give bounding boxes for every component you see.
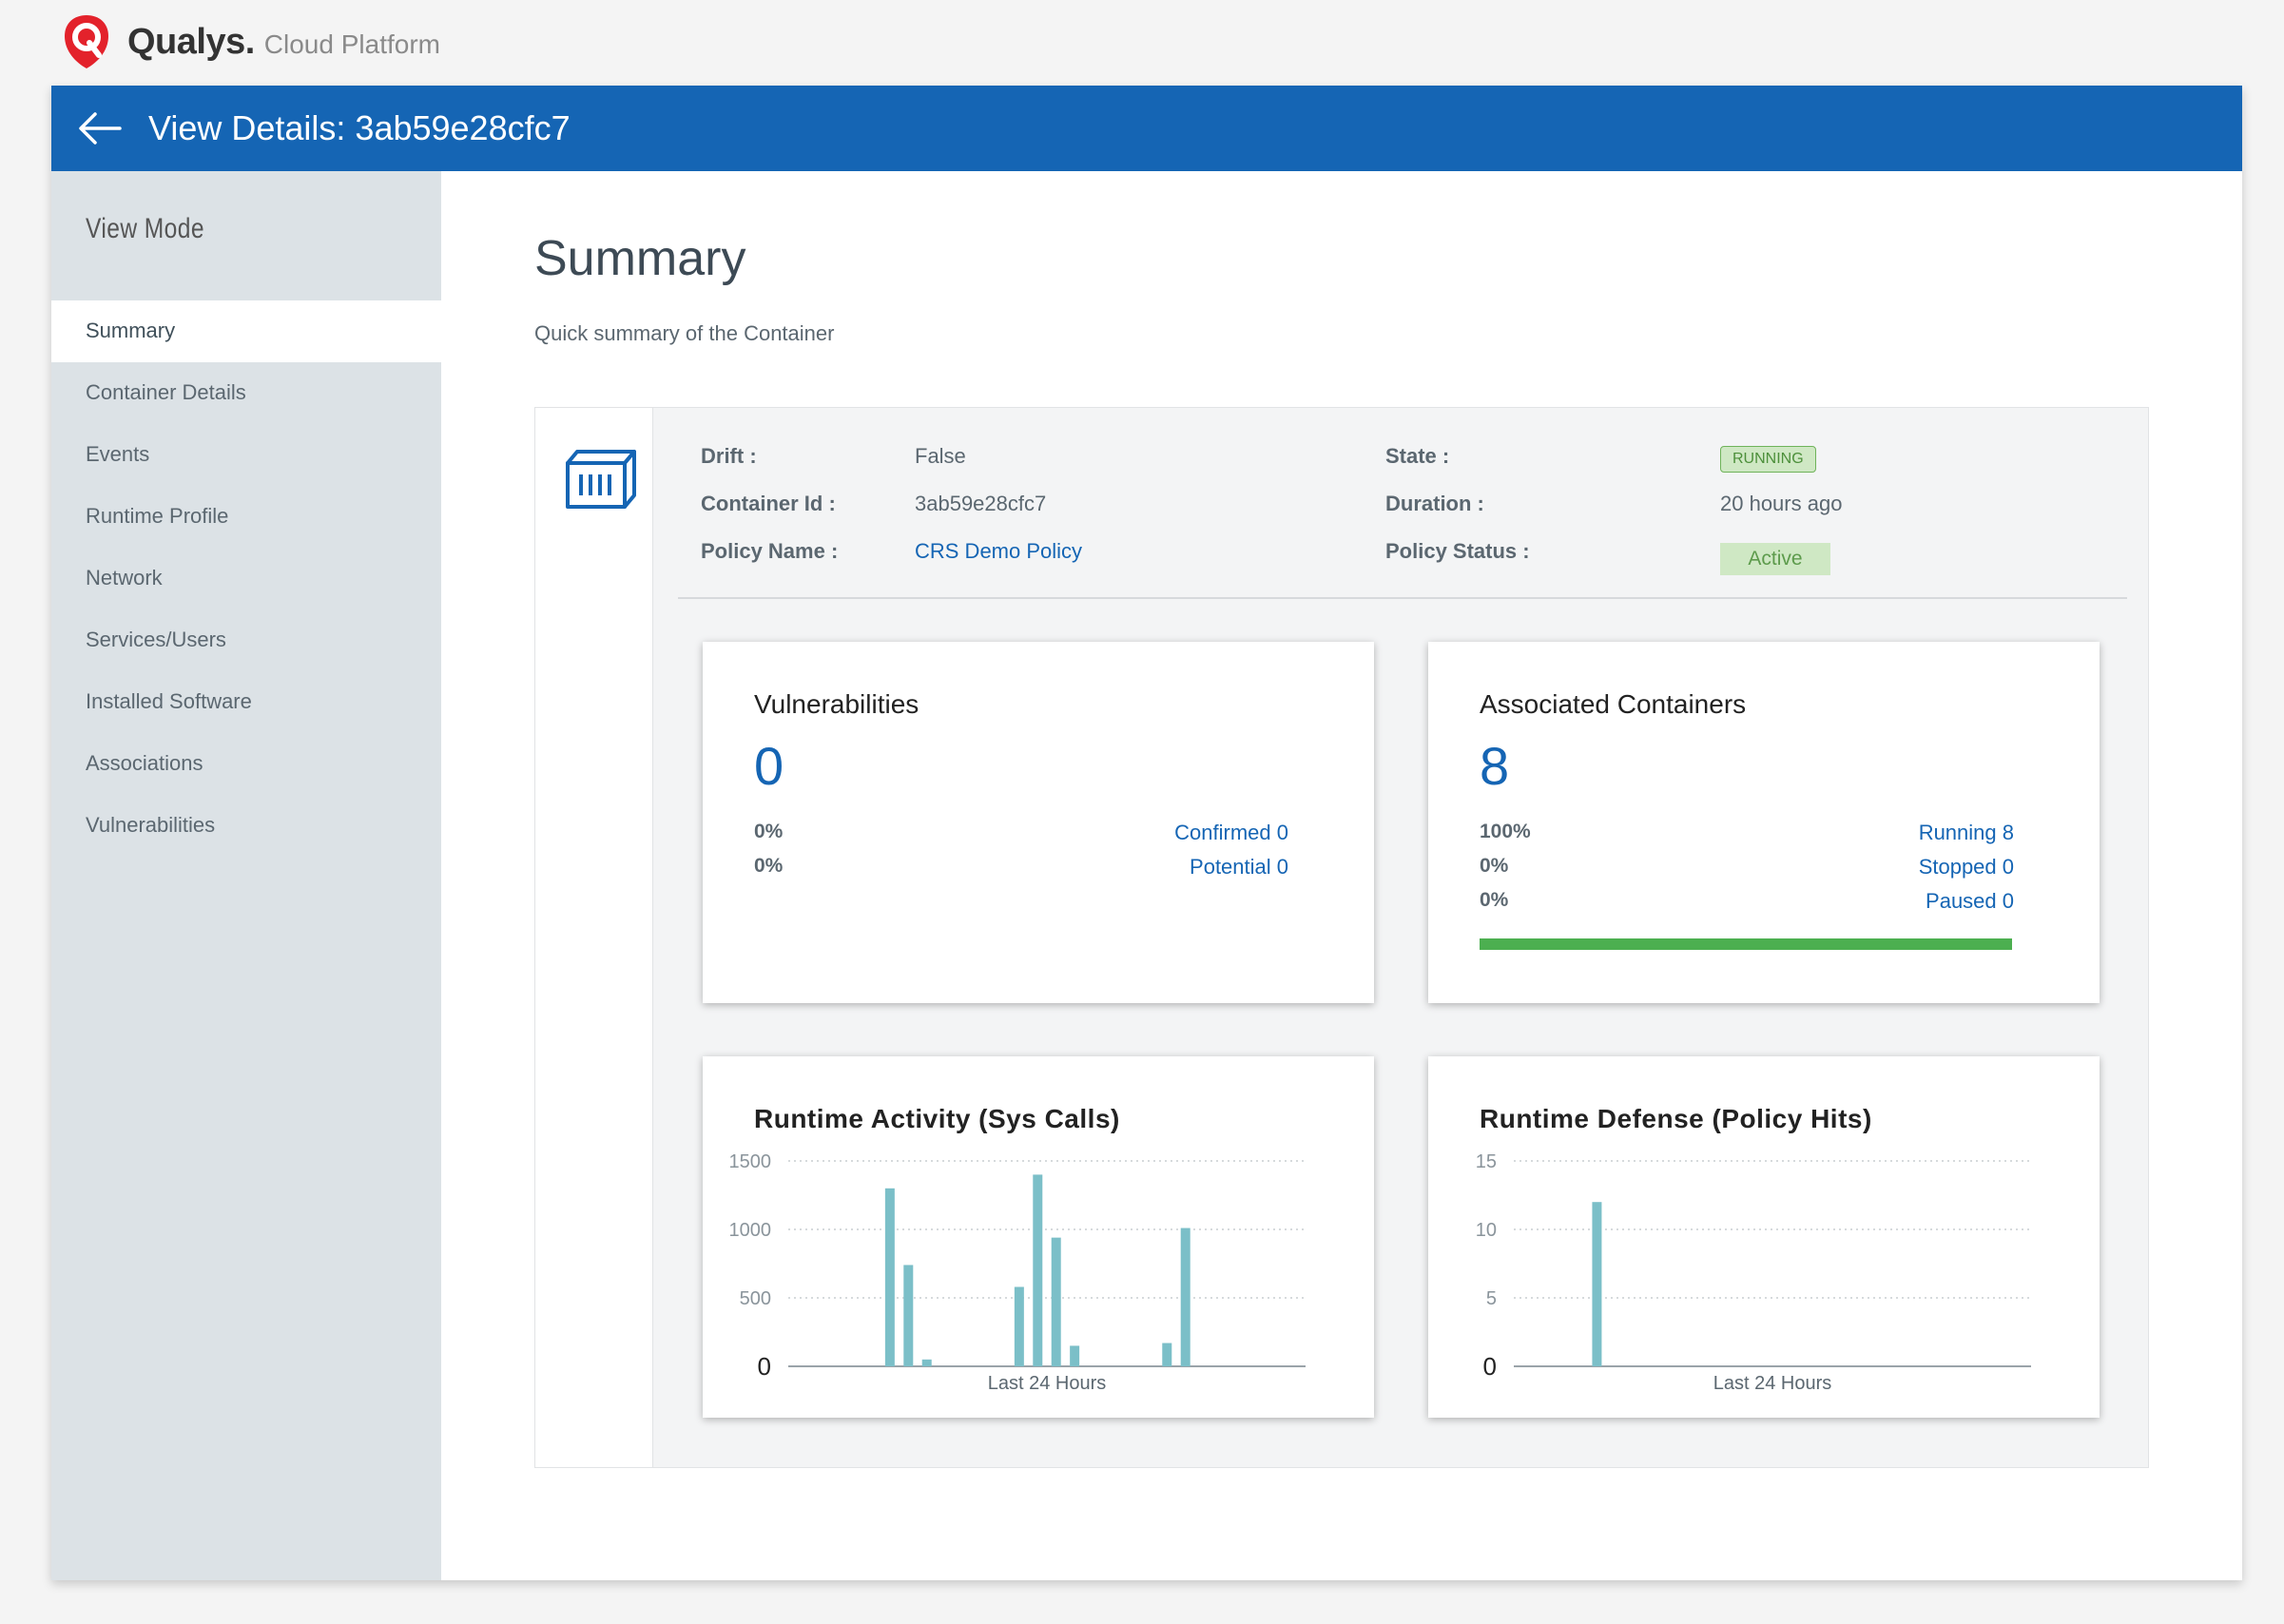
stopped-percent: 0% [1480, 855, 1509, 877]
y-tick-label: 5 [1486, 1288, 1497, 1309]
policy-status-badge: Active [1720, 543, 1830, 575]
vulnerabilities-card: Vulnerabilities 0 0% Confirmed 0 0% Pote… [703, 642, 1374, 1003]
sidebar-nav: Summary Container Details Events Runtime… [51, 300, 441, 857]
qualys-shield-icon [65, 15, 108, 68]
runtime-activity-card: Runtime Activity (Sys Calls) 0 500 1000 150… [703, 1056, 1374, 1418]
sidebar: View Mode Summary Container Details Even… [51, 171, 441, 1580]
summary-panel: Drift : False Container Id : 3ab59e28cfc… [534, 407, 2149, 1468]
state-label: State : [1385, 444, 1450, 468]
chart-bar [1033, 1174, 1043, 1366]
brand-name: Qualys. [127, 21, 255, 62]
container-id-label: Container Id : [701, 492, 836, 515]
sidebar-item-installed-software[interactable]: Installed Software [86, 689, 252, 713]
sidebar-item-runtime-profile[interactable]: Runtime Profile [86, 504, 229, 528]
paused-link[interactable]: Paused 0 [1926, 889, 2014, 913]
page-header: View Details: 3ab59e28cfc7 [51, 86, 2242, 171]
chart-bar [1070, 1345, 1080, 1366]
brand-subtitle: Cloud Platform [263, 29, 440, 59]
running-progress-bar [1480, 938, 2012, 950]
container-id-value: 3ab59e28cfc7 [915, 492, 1047, 515]
runtime-defense-chart: 0 5 10 15 Last 24 Hours [1476, 1151, 2031, 1394]
policy-name-label: Policy Name : [701, 539, 839, 563]
sidebar-item-events[interactable]: Events [86, 442, 150, 466]
x-axis-label: Last 24 Hours [1713, 1373, 1832, 1394]
arrow-left-icon[interactable] [76, 109, 124, 147]
duration-value: 20 hours ago [1720, 492, 1843, 515]
chart-bar [1180, 1228, 1190, 1366]
confirmed-percent: 0% [754, 821, 784, 842]
sidebar-item-associations[interactable]: Associations [86, 751, 203, 775]
y-tick-label: 1000 [729, 1220, 772, 1241]
chart-bar [1051, 1237, 1061, 1366]
y-tick-label: 1500 [729, 1151, 772, 1172]
sidebar-item-summary[interactable]: Summary [51, 300, 441, 362]
y-tick-label: 0 [758, 1352, 771, 1381]
y-tick-label: 15 [1476, 1151, 1497, 1172]
sidebar-item-network[interactable]: Network [86, 566, 163, 590]
potential-percent: 0% [754, 855, 784, 877]
sidebar-item-services-users[interactable]: Services/Users [86, 628, 226, 651]
associated-containers-title: Associated Containers [1480, 689, 1747, 719]
potential-link[interactable]: Potential 0 [1190, 855, 1288, 879]
runtime-activity-title: Runtime Activity (Sys Calls) [754, 1104, 1120, 1133]
details-window: View Details: 3ab59e28cfc7 View Mode Sum… [51, 86, 2242, 1580]
main-content: Summary Quick summary of the Container D… [441, 171, 2242, 1580]
associated-containers-card: Associated Containers 8 100% Running 8 0… [1428, 642, 2100, 1003]
vulnerabilities-title: Vulnerabilities [754, 689, 919, 719]
brand-header: Qualys. Cloud Platform [61, 13, 440, 70]
paused-percent: 0% [1480, 889, 1509, 911]
sidebar-heading: View Mode [86, 213, 204, 244]
container-info: Drift : False Container Id : 3ab59e28cfc… [653, 408, 2148, 598]
chart-bar [884, 1188, 895, 1366]
runtime-defense-card: Runtime Defense (Policy Hits) 0 5 10 15 Last… [1428, 1056, 2100, 1418]
x-axis-label: Last 24 Hours [988, 1373, 1107, 1394]
drift-value: False [915, 444, 966, 468]
state-badge: RUNNING [1720, 446, 1816, 473]
chart-bar [1014, 1286, 1024, 1366]
running-link[interactable]: Running 8 [1918, 821, 2014, 844]
y-tick-label: 10 [1476, 1220, 1497, 1241]
runtime-activity-chart: 0 500 1000 1500 Last 24 Hours [729, 1151, 1306, 1394]
info-divider [678, 597, 2127, 599]
chart-bar [921, 1359, 932, 1366]
chart-bar [903, 1265, 914, 1366]
chart-bar [1162, 1343, 1172, 1366]
running-percent: 100% [1480, 821, 1531, 842]
sidebar-item-container-details[interactable]: Container Details [86, 380, 246, 404]
stopped-link[interactable]: Stopped 0 [1918, 855, 2014, 879]
duration-label: Duration : [1385, 492, 1484, 515]
vulnerabilities-count[interactable]: 0 [754, 736, 784, 796]
y-tick-label: 0 [1483, 1352, 1497, 1381]
policy-status-label: Policy Status : [1385, 539, 1530, 563]
page-title: Summary [534, 231, 746, 286]
container-icon [566, 450, 636, 509]
policy-name-link[interactable]: CRS Demo Policy [915, 539, 1083, 563]
drift-label: Drift : [701, 444, 757, 468]
page-subtitle: Quick summary of the Container [534, 321, 835, 345]
runtime-defense-title: Runtime Defense (Policy Hits) [1480, 1104, 1872, 1133]
y-tick-label: 500 [740, 1288, 771, 1309]
page-header-title: View Details: 3ab59e28cfc7 [148, 108, 571, 147]
associated-containers-count[interactable]: 8 [1480, 736, 1510, 796]
chart-bar [1592, 1202, 1602, 1366]
sidebar-item-vulnerabilities[interactable]: Vulnerabilities [86, 813, 216, 837]
confirmed-link[interactable]: Confirmed 0 [1174, 821, 1288, 844]
panel-icon-column [535, 408, 653, 1467]
